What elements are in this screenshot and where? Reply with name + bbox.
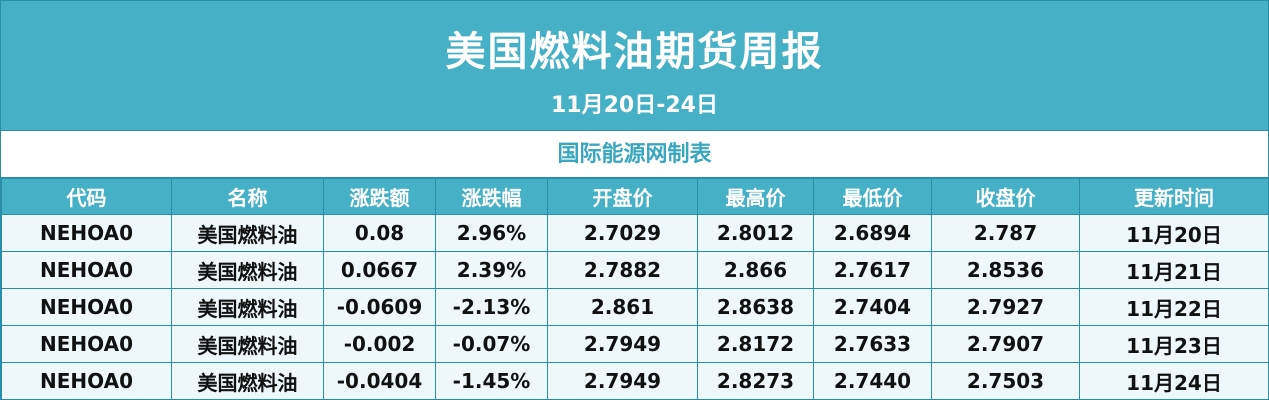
cell-change-pct: -0.07% xyxy=(435,325,548,363)
header-low: 最低价 xyxy=(813,178,932,215)
cell-name: 美国燃料油 xyxy=(171,251,324,289)
cell-low: 2.7404 xyxy=(813,288,932,326)
cell-change: -0.0609 xyxy=(323,288,436,326)
header-open: 开盘价 xyxy=(547,178,698,215)
cell-name: 美国燃料油 xyxy=(171,362,324,400)
cell-low: 2.7617 xyxy=(813,251,932,289)
cell-open: 2.861 xyxy=(547,288,698,326)
header-name: 名称 xyxy=(171,178,324,215)
report-date-range: 11月20日-24日 xyxy=(551,93,718,118)
cell-name: 美国燃料油 xyxy=(171,214,324,252)
cell-name: 美国燃料油 xyxy=(171,288,324,326)
table-row: NEHOA0 美国燃料油 -0.0404 -1.45% 2.7949 2.827… xyxy=(1,362,1269,400)
cell-code: NEHOA0 xyxy=(1,325,172,363)
cell-close: 2.7927 xyxy=(931,288,1080,326)
report-title: 美国燃料油期货周报 xyxy=(445,29,824,75)
cell-low: 2.6894 xyxy=(813,214,932,252)
cell-code: NEHOA0 xyxy=(1,214,172,252)
header-high: 最高价 xyxy=(697,178,814,215)
cell-open: 2.7949 xyxy=(547,362,698,400)
cell-high: 2.8273 xyxy=(697,362,814,400)
header-change-pct: 涨跌幅 xyxy=(435,178,548,215)
header-close: 收盘价 xyxy=(931,178,1080,215)
price-table: 代码 名称 涨跌额 涨跌幅 开盘价 最高价 最低价 收盘价 更新时间 NEHOA… xyxy=(1,178,1269,400)
cell-change-pct: 2.96% xyxy=(435,214,548,252)
cell-open: 2.7949 xyxy=(547,325,698,363)
table-row: NEHOA0 美国燃料油 0.0667 2.39% 2.7882 2.866 2… xyxy=(1,251,1269,289)
cell-updated: 11月23日 xyxy=(1079,325,1269,363)
cell-change: -0.002 xyxy=(323,325,436,363)
cell-code: NEHOA0 xyxy=(1,362,172,400)
cell-low: 2.7633 xyxy=(813,325,932,363)
table-row: NEHOA0 美国燃料油 -0.0609 -2.13% 2.861 2.8638… xyxy=(1,288,1269,326)
cell-open: 2.7029 xyxy=(547,214,698,252)
cell-change-pct: -2.13% xyxy=(435,288,548,326)
cell-updated: 11月20日 xyxy=(1079,214,1269,252)
cell-updated: 11月24日 xyxy=(1079,362,1269,400)
cell-low: 2.7440 xyxy=(813,362,932,400)
cell-high: 2.8172 xyxy=(697,325,814,363)
cell-name: 美国燃料油 xyxy=(171,325,324,363)
cell-change-pct: 2.39% xyxy=(435,251,548,289)
cell-updated: 11月21日 xyxy=(1079,251,1269,289)
cell-high: 2.8638 xyxy=(697,288,814,326)
header-updated: 更新时间 xyxy=(1079,178,1269,215)
cell-change: -0.0404 xyxy=(323,362,436,400)
cell-change: 0.08 xyxy=(323,214,436,252)
header-code: 代码 xyxy=(1,178,172,215)
cell-close: 2.7907 xyxy=(931,325,1080,363)
cell-close: 2.7503 xyxy=(931,362,1080,400)
cell-code: NEHOA0 xyxy=(1,288,172,326)
table-row: NEHOA0 美国燃料油 0.08 2.96% 2.7029 2.8012 2.… xyxy=(1,214,1269,252)
cell-change: 0.0667 xyxy=(323,251,436,289)
source-label: 国际能源网制表 xyxy=(1,132,1268,178)
cell-open: 2.7882 xyxy=(547,251,698,289)
cell-close: 2.8536 xyxy=(931,251,1080,289)
header-change: 涨跌额 xyxy=(323,178,436,215)
cell-close: 2.787 xyxy=(931,214,1080,252)
title-block: 美国燃料油期货周报 11月20日-24日 xyxy=(1,1,1268,131)
table-row: NEHOA0 美国燃料油 -0.002 -0.07% 2.7949 2.8172… xyxy=(1,325,1269,363)
cell-high: 2.866 xyxy=(697,251,814,289)
table-header-row: 代码 名称 涨跌额 涨跌幅 开盘价 最高价 最低价 收盘价 更新时间 xyxy=(1,178,1269,215)
cell-high: 2.8012 xyxy=(697,214,814,252)
cell-change-pct: -1.45% xyxy=(435,362,548,400)
cell-updated: 11月22日 xyxy=(1079,288,1269,326)
cell-code: NEHOA0 xyxy=(1,251,172,289)
